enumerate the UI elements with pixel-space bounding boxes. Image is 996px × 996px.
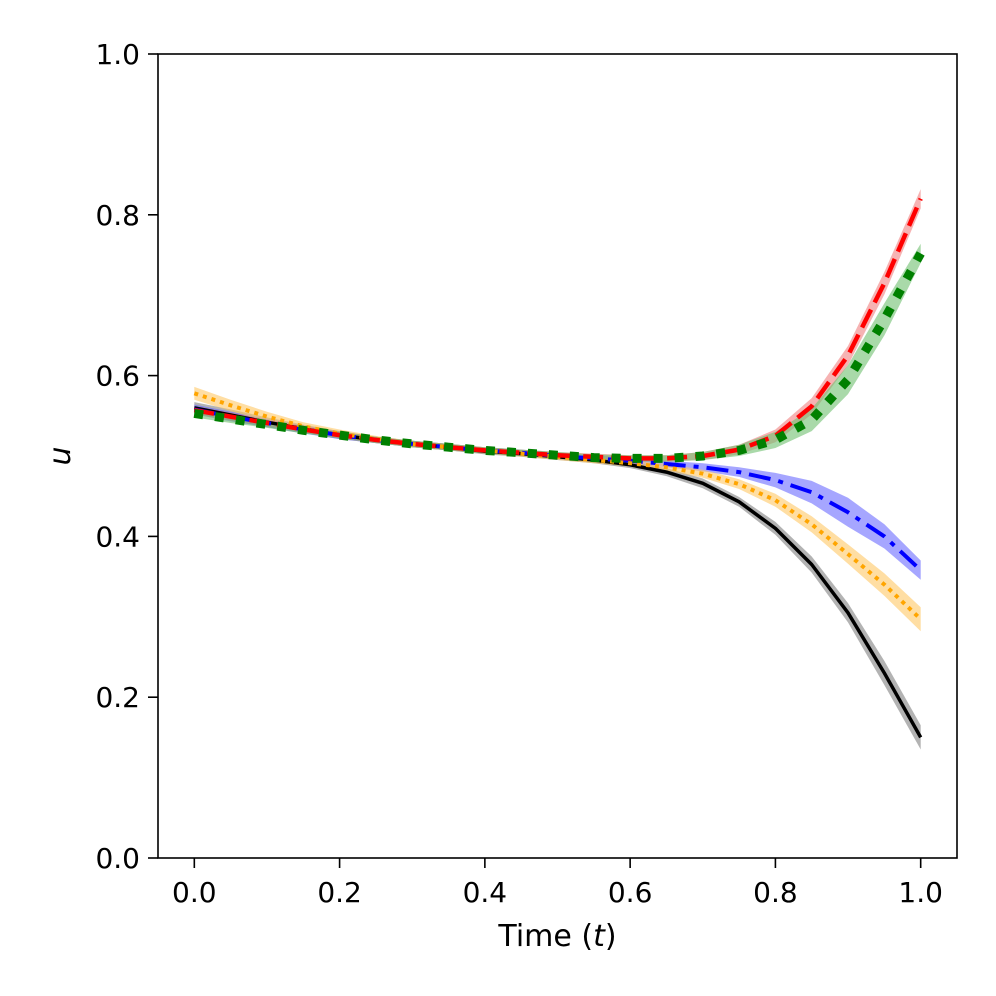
y-tick-label: 1.0 [95,38,140,71]
uncertainty-bands [194,189,921,750]
x-axis-label-suffix: ) [605,919,617,954]
y-tick-label: 0.8 [95,199,140,232]
y-tick-label: 0.4 [95,520,140,553]
x-tick-label: 0.4 [463,876,508,909]
series-1-line [193,407,923,572]
y-tick-label: 0.6 [95,360,140,393]
x-tick-label: 1.0 [898,876,943,909]
series-4-line [193,251,925,463]
x-tick-label: 0.0 [172,876,217,909]
y-tick-label: 0.0 [95,842,140,875]
x-tick-label: 0.8 [753,876,798,909]
y-tick-label: 0.2 [95,681,140,714]
series-lines [193,197,925,739]
x-axis-ticks: 0.0 0.2 0.4 0.6 0.8 1.0 [172,858,943,909]
y-axis-label: u [43,446,78,465]
y-axis-ticks: 0.0 0.2 0.4 0.6 0.8 1.0 [95,38,158,875]
x-tick-label: 0.6 [608,876,653,909]
x-axis-label-variable: t [593,919,606,954]
x-tick-label: 0.2 [317,876,362,909]
plot-frame [157,53,958,859]
x-axis-label: Time (t) [497,919,616,954]
x-axis-label-prefix: Time ( [497,919,593,954]
